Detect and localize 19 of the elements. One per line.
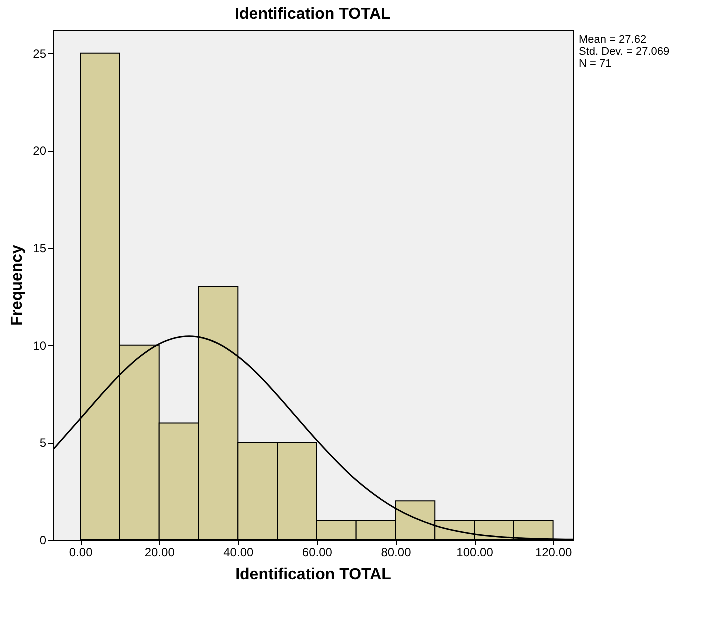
y-tick-label: 10 bbox=[33, 338, 47, 353]
x-tick-label: 100.00 bbox=[456, 546, 494, 560]
y-tick-label: 25 bbox=[33, 46, 47, 61]
y-tick-label: 5 bbox=[40, 436, 47, 450]
y-tick-label: 0 bbox=[40, 534, 47, 548]
y-tick-label: 20 bbox=[33, 144, 47, 158]
text: N = 71 bbox=[579, 58, 612, 70]
x-axis-title: Identification TOTAL bbox=[236, 566, 392, 584]
text: Mean = 27.62 bbox=[579, 34, 647, 46]
text: Std. Dev. = 27.069 bbox=[579, 46, 670, 58]
y-axis-title: Frequency bbox=[9, 244, 26, 326]
y-tick-label: 15 bbox=[33, 242, 47, 256]
x-tick-label: 60.00 bbox=[302, 546, 333, 560]
x-tick-label: 0.00 bbox=[69, 546, 94, 560]
x-tick-label: 40.00 bbox=[224, 546, 254, 560]
chart-title: Identification TOTAL bbox=[235, 6, 392, 23]
x-tick-label: 80.00 bbox=[381, 546, 412, 560]
x-tick-label: 20.00 bbox=[144, 546, 176, 560]
x-tick-label: 120.00 bbox=[535, 546, 572, 560]
